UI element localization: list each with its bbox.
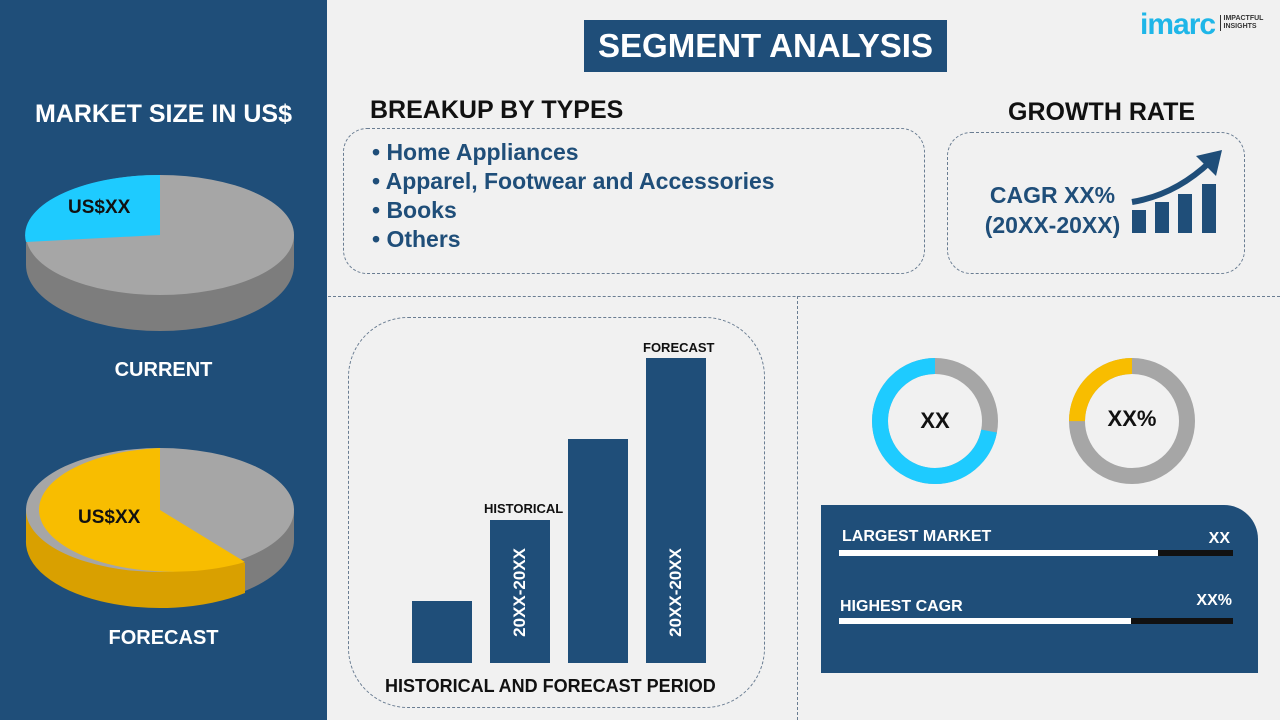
largest-market-value: XX bbox=[1208, 530, 1230, 547]
forecast-bar-label: FORECAST bbox=[643, 340, 715, 355]
highest-cagr-value: XX% bbox=[1196, 592, 1232, 609]
bar-3 bbox=[568, 439, 628, 663]
largest-market-label: LARGEST MARKET bbox=[842, 528, 992, 545]
current-pie-chart bbox=[25, 174, 294, 331]
type-item: • Apparel, Footwear and Accessories bbox=[372, 168, 775, 194]
donut-2-value: XX% bbox=[1107, 406, 1157, 431]
current-value: US$XX bbox=[68, 197, 131, 218]
largest-market-bar bbox=[839, 550, 1233, 556]
cagr-text: CAGR XX% (20XX-20XX) bbox=[984, 182, 1121, 238]
forecast-pie-chart bbox=[25, 448, 294, 609]
forecast-label: FORECAST bbox=[108, 627, 219, 649]
highest-cagr-label: HIGHEST CAGR bbox=[840, 598, 963, 615]
highest-cagr-bar bbox=[839, 618, 1233, 624]
donut-1-value: XX bbox=[920, 408, 950, 433]
market-size-title: MARKET SIZE IN US$ bbox=[35, 100, 292, 128]
bar-chart-box bbox=[348, 317, 765, 708]
donut-chart-2 bbox=[1069, 358, 1195, 484]
bar-4: 20XX-20XX bbox=[646, 358, 706, 663]
type-list: • Home Appliances • Apparel, Footwear an… bbox=[372, 138, 775, 254]
stats-panel bbox=[821, 505, 1258, 673]
growth-chart-icon bbox=[1131, 150, 1222, 233]
donut-chart-1 bbox=[872, 358, 998, 484]
forecast-value: US$XX bbox=[78, 507, 141, 528]
divider bbox=[328, 296, 1280, 297]
imarc-logo: imarc IMPACTFUL INSIGHTS bbox=[1140, 8, 1264, 41]
breakup-box bbox=[343, 128, 925, 274]
bar-chart-caption: HISTORICAL AND FORECAST PERIOD bbox=[385, 676, 716, 696]
growth-box bbox=[947, 132, 1245, 274]
type-item: • Books bbox=[372, 197, 457, 223]
breakup-title: BREAKUP BY TYPES bbox=[370, 96, 624, 124]
forecast-pie-slice bbox=[39, 448, 246, 572]
growth-title: GROWTH RATE bbox=[1008, 98, 1196, 126]
historical-label: HISTORICAL bbox=[484, 501, 564, 516]
bar-1 bbox=[412, 601, 472, 663]
type-item: • Others bbox=[372, 226, 461, 252]
page-title: SEGMENT ANALYSIS bbox=[584, 20, 947, 72]
current-pie-slice bbox=[25, 174, 160, 242]
bar-2: 20XX-20XX bbox=[490, 520, 550, 663]
divider bbox=[797, 296, 798, 720]
current-label: CURRENT bbox=[114, 359, 213, 381]
type-item: • Home Appliances bbox=[372, 139, 579, 165]
